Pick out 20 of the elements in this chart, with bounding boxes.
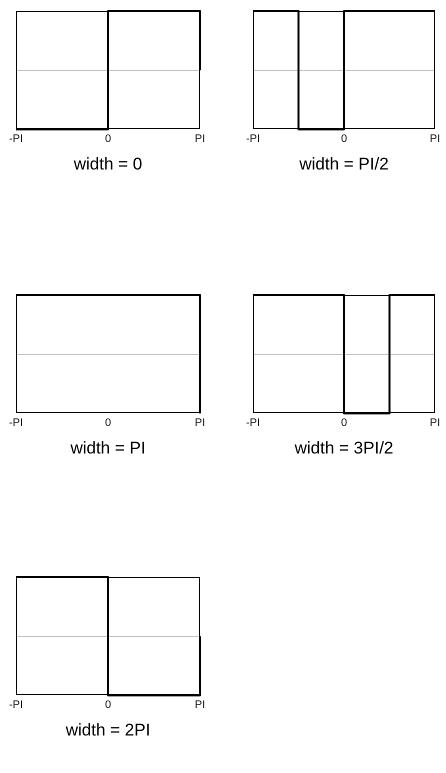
x-axis-title: width = PI bbox=[69, 438, 146, 458]
x-tick-label: PI bbox=[430, 417, 440, 430]
x-tick-label: -PI bbox=[8, 699, 24, 712]
x-tick-label: -PI bbox=[8, 417, 24, 430]
x-tick-label: -PI bbox=[246, 133, 260, 146]
x-tick-label: PI bbox=[194, 699, 206, 712]
x-axis-title: width = 2PI bbox=[64, 720, 150, 740]
x-axis-title: width = 0 bbox=[72, 154, 142, 174]
x-tick-label: -PI bbox=[246, 417, 260, 430]
x-tick-label: 0 bbox=[340, 133, 348, 146]
x-tick-label: 0 bbox=[340, 417, 348, 430]
x-tick-label: -PI bbox=[8, 133, 24, 146]
x-axis-title: width = 3PI/2 bbox=[294, 438, 394, 458]
x-tick-label: 0 bbox=[104, 699, 112, 712]
x-tick-label: PI bbox=[194, 417, 206, 430]
x-axis-title: width = PI/2 bbox=[298, 154, 389, 174]
x-tick-label: PI bbox=[194, 133, 206, 146]
x-tick-label: 0 bbox=[104, 133, 112, 146]
x-tick-label: PI bbox=[430, 133, 440, 146]
x-tick-label: 0 bbox=[104, 417, 112, 430]
